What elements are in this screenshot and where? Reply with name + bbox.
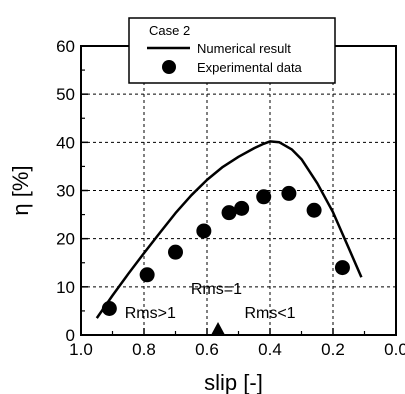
- series-lines: [95, 140, 363, 319]
- legend-dot-label: Experimental data: [197, 60, 303, 75]
- experimental-data-point: [168, 244, 183, 260]
- experimental-data-point: [234, 200, 250, 216]
- y-tick-label: 50: [56, 85, 75, 104]
- y-axis-label: η [%]: [8, 165, 33, 215]
- legend-dot-sample: [162, 60, 176, 74]
- legend-title: Case 2: [149, 23, 190, 38]
- x-tick-label: 0.2: [321, 340, 345, 359]
- x-tick-label: 0.8: [132, 340, 156, 359]
- y-tick-label: 0: [66, 326, 75, 345]
- y-tick-label: 10: [56, 278, 75, 297]
- experimental-data-point: [139, 267, 155, 283]
- experimental-data-point: [306, 202, 322, 218]
- axis-ticks: [80, 45, 397, 336]
- experimental-data-point: [256, 189, 272, 205]
- x-axis-label: slip [-]: [204, 370, 263, 394]
- series-points: [101, 185, 350, 317]
- x-tick-label: 0.6: [195, 340, 219, 359]
- x-tick-label: 0.4: [258, 340, 282, 359]
- rms-annotation: Rms>1: [125, 305, 176, 322]
- axis-tick-labels: 1.0 0.8 0.6 0.4 0.2 0.0 0 10 20 30 40 50 60: [56, 37, 405, 359]
- y-tick-label: 30: [56, 182, 75, 201]
- experimental-data-point: [281, 185, 297, 201]
- y-tick-label: 60: [56, 37, 75, 56]
- legend: Case 2 Numerical result Experimental dat…: [128, 17, 336, 84]
- rms-marker-triangle: [211, 322, 226, 335]
- experimental-data-point: [334, 260, 350, 276]
- legend-box: [128, 17, 336, 84]
- y-tick-label: 20: [56, 230, 75, 249]
- rms-annotation: Rms<1: [244, 305, 295, 322]
- experimental-data-point: [221, 205, 237, 221]
- legend-line-label: Numerical result: [197, 41, 291, 56]
- x-tick-label: 1.0: [69, 340, 93, 359]
- numerical-result-line: [95, 140, 363, 319]
- x-tick-label: 0.0: [384, 340, 405, 359]
- annotations: Rms=1 Rms>1 Rms<1: [125, 281, 296, 335]
- rms-annotation: Rms=1: [191, 281, 242, 298]
- experimental-data-point: [101, 301, 117, 317]
- grid-lines: [81, 46, 396, 335]
- experimental-data-point: [196, 223, 212, 239]
- y-tick-label: 40: [56, 133, 75, 152]
